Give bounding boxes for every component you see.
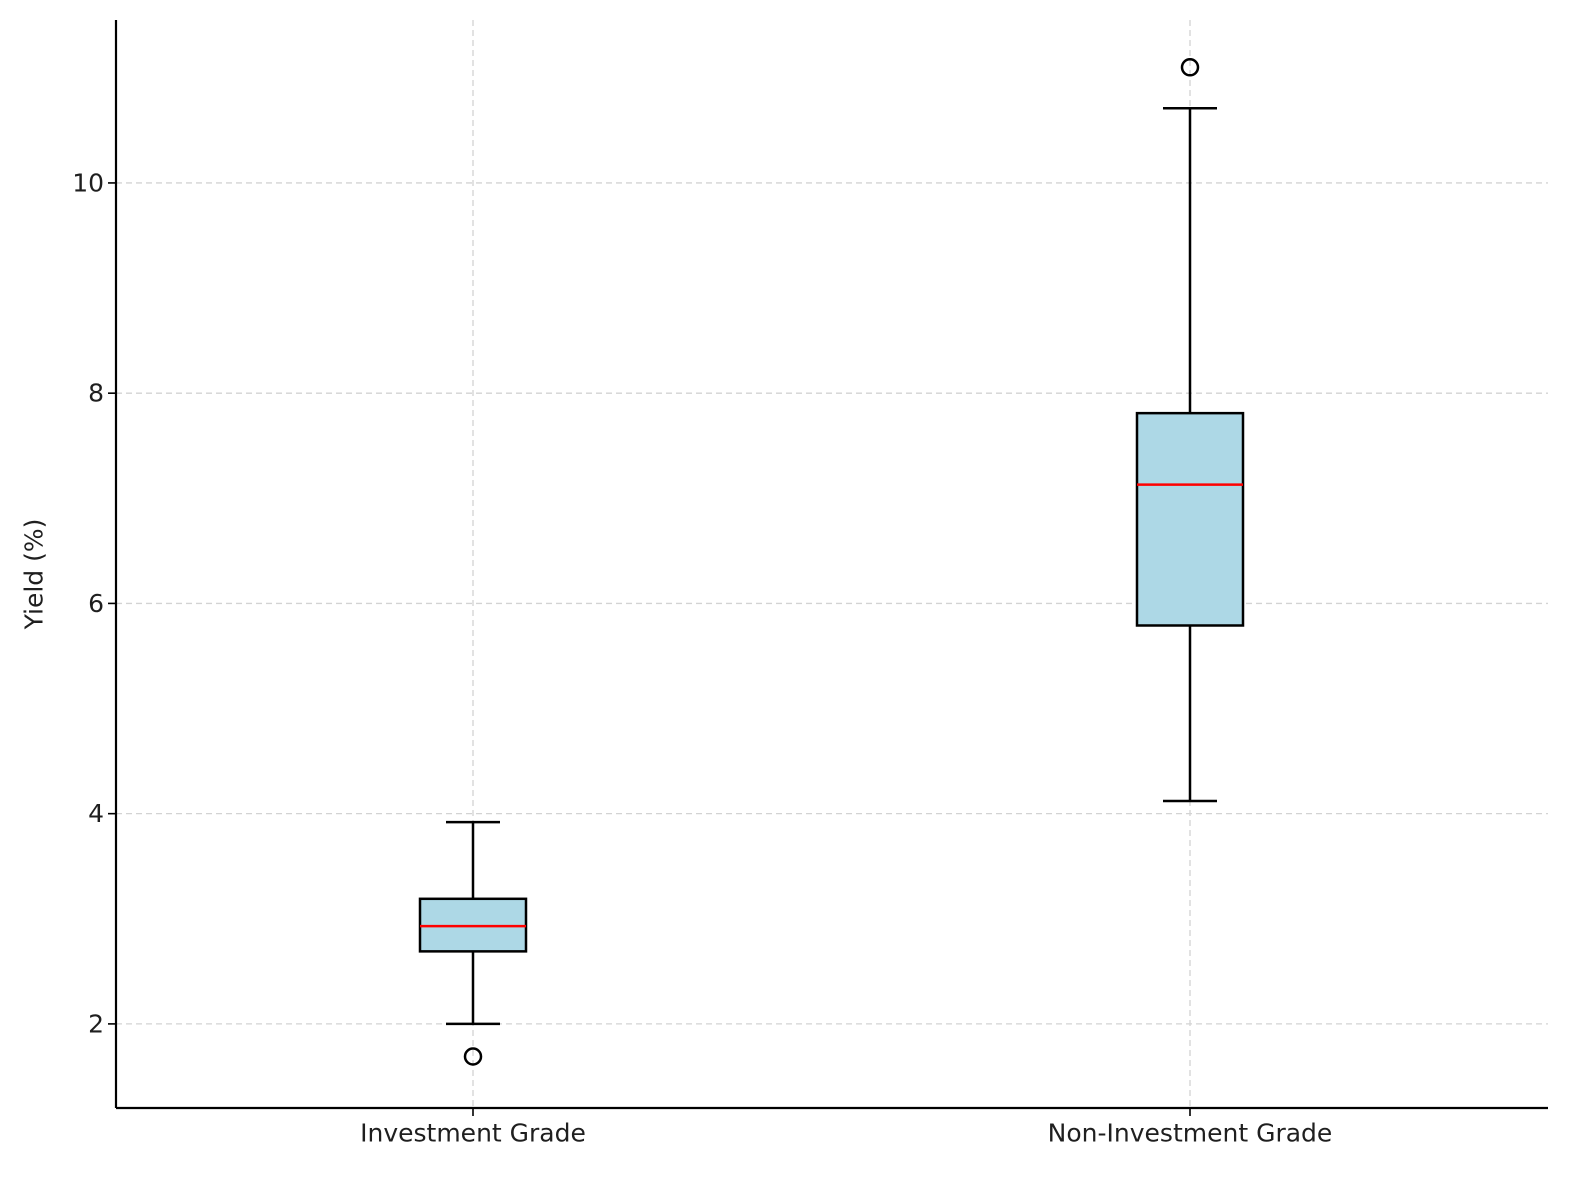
y-tick-label: 2: [88, 1009, 104, 1038]
y-tick-label: 6: [88, 589, 104, 618]
grid-lines: [116, 20, 1548, 1108]
axes: [114, 20, 1548, 1110]
x-tick-label: Investment Grade: [360, 1119, 586, 1148]
boxes: [418, 58, 1245, 1066]
iqr-box: [1135, 411, 1245, 627]
outlier-point: [463, 1047, 483, 1066]
box-investment-grade: [418, 820, 528, 1066]
y-axis-label: Yield (%): [20, 519, 49, 631]
y-tick-label: 4: [88, 799, 104, 828]
y-tick-label: 8: [88, 379, 104, 408]
box-non-investment-grade: [1135, 58, 1245, 803]
ticks: 2 4 6 8 10 Investment Grade Non-Investment Gra…: [72, 168, 1332, 1147]
y-tick-label: 10: [72, 168, 104, 197]
x-tick-label: Non-Investment Grade: [1048, 1119, 1333, 1148]
outlier-point: [1180, 58, 1200, 77]
